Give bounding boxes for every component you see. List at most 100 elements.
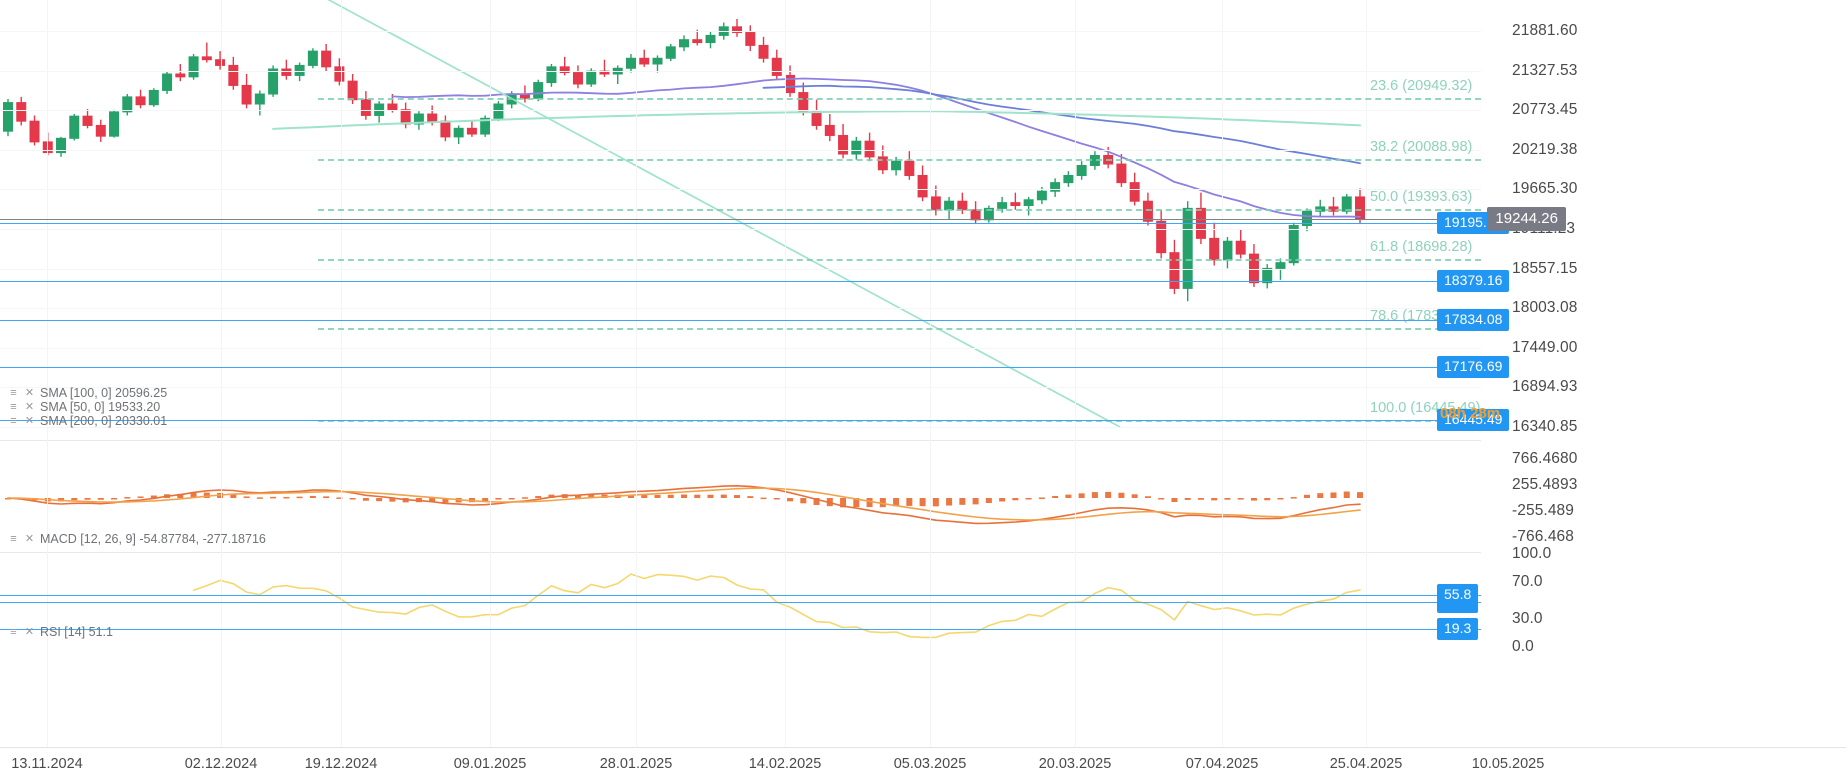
vertical-gridline <box>1075 440 1076 552</box>
price-axis-label: 21881.60 <box>1512 22 1578 39</box>
close-icon[interactable]: ✕ <box>24 386 35 399</box>
horizontal-gridline <box>0 308 1481 310</box>
rsi-level-line[interactable] <box>0 601 1481 603</box>
close-icon[interactable]: ✕ <box>24 400 35 413</box>
close-icon[interactable]: ✕ <box>24 414 35 427</box>
price-alert-tag[interactable]: 16445.49 <box>1437 408 1510 431</box>
macd-axis-label: 766.4680 <box>1512 449 1578 467</box>
indicator-legend-sma[interactable]: ≡ ✕ SMA [200, 0] 20330.01 <box>8 414 167 428</box>
menu-icon[interactable]: ≡ <box>10 625 17 638</box>
vertical-gridline <box>490 552 491 747</box>
time-axis-label: 13.11.2024 <box>11 756 83 772</box>
fibonacci-level-label: 61.8 (18698.28) <box>1370 238 1473 255</box>
rsi-plot-area[interactable] <box>0 552 1481 747</box>
menu-icon[interactable]: ≡ <box>10 532 17 545</box>
vertical-gridline <box>930 440 931 552</box>
rsi-level-line[interactable] <box>0 629 1481 631</box>
rsi-pane[interactable]: 100.070.030.00.048.555.819.3≡✕RSI [14] 5… <box>0 545 1846 747</box>
horizontal-gridline <box>0 31 1481 32</box>
rsi-axis-label: 0.0 <box>1512 638 1534 655</box>
price-alert-line[interactable] <box>0 320 1481 322</box>
rsi-legend-label: RSI [14] 51.1 <box>40 625 113 639</box>
fibonacci-level-line[interactable] <box>318 97 1481 100</box>
time-axis[interactable]: 13.11.2024 02.12.2024 19.12.2024 09.01.2025… <box>0 747 1846 781</box>
vertical-gridline <box>341 440 342 552</box>
horizontal-gridline <box>0 347 1481 349</box>
fibonacci-level-label: 50.0 (19393.63) <box>1370 188 1473 205</box>
rsi-value-tag[interactable]: 55.8 <box>1437 584 1479 607</box>
vertical-gridline <box>1222 440 1223 552</box>
macd-plot-area[interactable] <box>0 440 1481 552</box>
menu-icon[interactable]: ≡ <box>10 400 17 413</box>
rsi-value-tag[interactable]: 19.3 <box>1437 618 1479 641</box>
vertical-gridline <box>47 552 48 747</box>
indicator-legend-label: SMA [50, 0] 19533.20 <box>40 400 161 414</box>
macd-layer <box>5 485 1363 525</box>
horizontal-gridline <box>0 387 1481 389</box>
price-alert-line[interactable] <box>0 281 1481 283</box>
time-axis-label: 02.12.2024 <box>184 756 258 772</box>
fibonacci-level-line[interactable] <box>318 258 1481 261</box>
indicator-legend-sma[interactable]: ≡ ✕ SMA [50, 0] 19533.20 <box>8 400 160 414</box>
horizontal-gridline <box>0 110 1481 112</box>
time-axis-label: 20.03.2025 <box>1038 756 1112 772</box>
indicator-legend-macd[interactable]: ≡ ✕ MACD [12, 26, 9] -54.87784, -277.18716 <box>8 532 266 546</box>
time-axis-label: 07.04.2025 <box>1185 756 1259 772</box>
indicator-legend-rsi[interactable]: ≡ ✕ RSI [14] 51.1 <box>8 625 113 639</box>
time-axis-label: 05.03.2025 <box>893 756 967 772</box>
price-axis-label: 17449.00 <box>1512 338 1578 356</box>
rsi-level-line[interactable] <box>0 595 1481 597</box>
menu-icon[interactable]: ≡ <box>10 414 17 427</box>
vertical-gridline <box>341 552 342 747</box>
vertical-gridline <box>785 440 786 552</box>
fibonacci-level-line[interactable] <box>318 327 1481 330</box>
time-axis-label: 10.05.2025 <box>1471 756 1545 772</box>
vertical-gridline <box>221 552 222 747</box>
menu-icon[interactable]: ≡ <box>10 386 17 399</box>
price-axis-label: 16894.93 <box>1512 378 1578 396</box>
fibonacci-level-line[interactable] <box>318 208 1481 211</box>
price-alert-tag[interactable]: 17834.08 <box>1437 309 1510 332</box>
rsi-axis-label: 70.0 <box>1512 572 1543 590</box>
vertical-gridline <box>1222 552 1223 747</box>
vertical-gridline <box>930 552 931 747</box>
fibonacci-level-label: 38.2 (20088.98) <box>1370 139 1473 156</box>
time-axis-label: 14.02.2025 <box>748 756 822 772</box>
price-axis-label: 19665.30 <box>1512 180 1578 198</box>
horizontal-gridline <box>0 268 1481 270</box>
rsi-layer <box>192 573 1361 639</box>
vertical-gridline <box>785 552 786 747</box>
price-axis-label: 21327.53 <box>1512 61 1578 79</box>
fibonacci-level-line[interactable] <box>318 419 1481 422</box>
price-pane[interactable]: 23.6 (20949.32) 38.2 (20088.98) 50.0 (1939… <box>0 0 1846 440</box>
vertical-gridline <box>47 440 48 552</box>
close-icon[interactable]: ✕ <box>24 625 35 638</box>
vertical-gridline <box>1366 552 1367 747</box>
price-alert-line[interactable] <box>0 367 1481 369</box>
rsi-axis-label: 30.0 <box>1512 610 1543 628</box>
time-axis-divider <box>0 747 1846 748</box>
vertical-gridline <box>221 440 222 552</box>
indicator-legend-sma[interactable]: ≡ ✕ SMA [100, 0] 20596.25 <box>8 386 167 400</box>
price-alert-line[interactable] <box>0 222 1481 224</box>
last-price-tag[interactable]: 19244.26 <box>1487 207 1566 232</box>
last-price-line <box>0 219 1481 221</box>
price-alert-tag[interactable]: 17176.69 <box>1437 356 1510 379</box>
time-axis-label: 25.04.2025 <box>1329 756 1403 772</box>
indicator-legend-label: SMA [200, 0] 20330.01 <box>40 414 168 428</box>
rsi-axis-label: 100.0 <box>1512 545 1552 562</box>
macd-pane[interactable]: 766.4680 255.4893 -255.489 -766.468 ≡ ✕ MACD [… <box>0 440 1846 552</box>
close-icon[interactable]: ✕ <box>24 532 35 545</box>
price-axis-label: 18557.15 <box>1512 259 1578 277</box>
price-alert-line[interactable] <box>0 419 1481 421</box>
price-axis-label: 18003.08 <box>1512 299 1578 317</box>
price-alert-tag[interactable]: 18379.16 <box>1437 270 1510 293</box>
price-axis-label: 16340.85 <box>1512 418 1578 435</box>
price-plot-area[interactable]: 23.6 (20949.32) 38.2 (20088.98) 50.0 (1939… <box>0 0 1481 440</box>
bar-countdown-timer: 08h 28m <box>1440 405 1501 422</box>
vertical-gridline <box>636 552 637 747</box>
macd-legend-label: MACD [12, 26, 9] -54.87784, -277.18716 <box>40 532 266 546</box>
fibonacci-level-line[interactable] <box>318 159 1481 162</box>
indicator-legend-label: SMA [100, 0] 20596.25 <box>40 386 168 400</box>
